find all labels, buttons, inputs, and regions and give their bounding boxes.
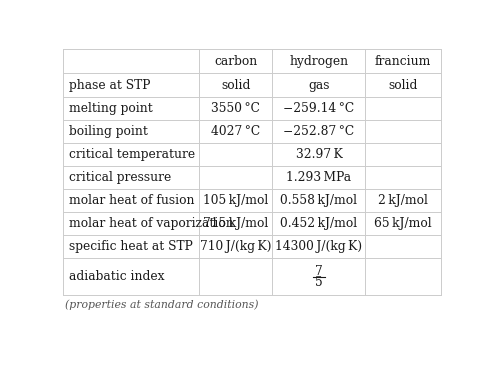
Text: specific heat at STP: specific heat at STP [69,240,192,253]
Text: critical temperature: critical temperature [69,148,195,161]
Text: critical pressure: critical pressure [69,171,171,184]
Text: francium: francium [375,55,431,68]
Text: molar heat of vaporization: molar heat of vaporization [69,217,233,230]
Text: 105 kJ/mol: 105 kJ/mol [203,194,268,207]
Text: adiabatic index: adiabatic index [69,270,164,283]
Text: boiling point: boiling point [69,125,148,138]
Text: phase at STP: phase at STP [69,78,150,92]
Text: melting point: melting point [69,102,152,115]
Text: −252.87 °C: −252.87 °C [283,125,355,138]
Text: 1.293 MPa: 1.293 MPa [286,171,352,184]
Text: 5: 5 [315,276,323,289]
Text: carbon: carbon [214,55,257,68]
Text: 715 kJ/mol: 715 kJ/mol [203,217,268,230]
Text: 0.558 kJ/mol: 0.558 kJ/mol [281,194,357,207]
Text: 4027 °C: 4027 °C [211,125,260,138]
Text: 14300 J/(kg K): 14300 J/(kg K) [275,240,362,253]
Text: molar heat of fusion: molar heat of fusion [69,194,194,207]
Text: 710 J/(kg K): 710 J/(kg K) [200,240,271,253]
Text: solid: solid [221,78,250,92]
Text: 7: 7 [315,265,323,278]
Text: gas: gas [308,78,330,92]
Text: 2 kJ/mol: 2 kJ/mol [378,194,428,207]
Text: 0.452 kJ/mol: 0.452 kJ/mol [281,217,357,230]
Text: hydrogen: hydrogen [289,55,349,68]
Text: 32.97 K: 32.97 K [296,148,342,161]
Text: solid: solid [388,78,418,92]
Text: 65 kJ/mol: 65 kJ/mol [374,217,432,230]
Text: −259.14 °C: −259.14 °C [283,102,355,115]
Text: (properties at standard conditions): (properties at standard conditions) [65,300,258,310]
Text: 3550 °C: 3550 °C [211,102,260,115]
